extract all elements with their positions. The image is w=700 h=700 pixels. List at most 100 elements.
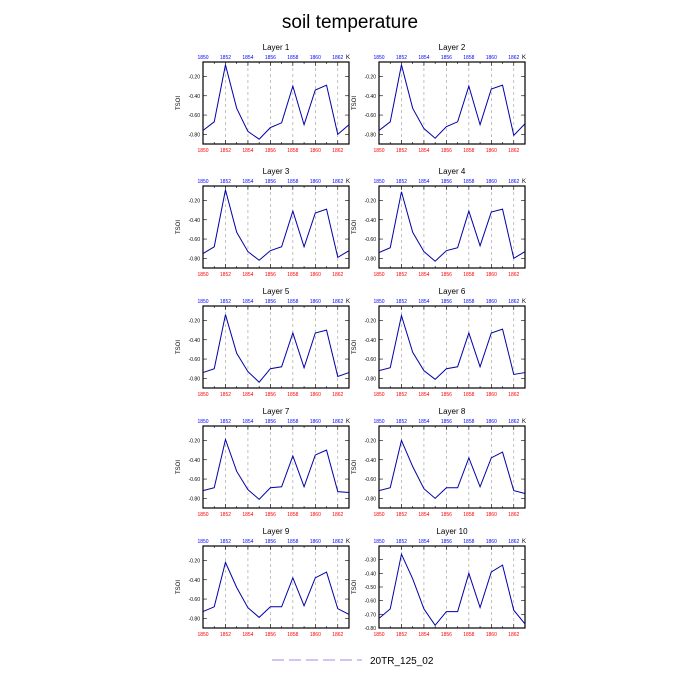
- series-line-20TR_125_02: [202, 189, 350, 261]
- panel-10: -0.30-0.40-0.50-0.60-0.70-0.801850185018…: [352, 527, 526, 638]
- y-tick-label: -0.20: [365, 198, 377, 204]
- panel-7: -0.20 -0.40 -0.60 -0.80 1850 1850 1852 1852 1854…: [176, 407, 350, 518]
- panel-title: Layer 10: [436, 527, 468, 536]
- units-label: K: [522, 539, 526, 545]
- units-label: K: [522, 179, 526, 185]
- y-tick-label: -0.20: [189, 438, 201, 444]
- x-tick-label-top: 1850: [197, 55, 208, 61]
- y-tick-label: -0.80: [189, 256, 201, 262]
- x-tick-label-top: 1852: [220, 179, 231, 185]
- x-tick-label-top: 1862: [508, 419, 519, 425]
- units-label: K: [346, 55, 350, 61]
- x-tick-label-bottom: 1856: [441, 272, 452, 278]
- y-tick-label: -0.40: [189, 458, 201, 464]
- panel-9: -0.20 -0.40 -0.60 -0.80 1850 1850 1852 1852 1854…: [176, 527, 350, 638]
- y-tick-label: -0.80: [365, 376, 377, 382]
- y-tick-label: -0.50: [365, 585, 377, 591]
- units-label: K: [346, 299, 350, 305]
- y-tick-label: -0.20: [189, 318, 201, 324]
- y-axis-label: TSOI: [352, 580, 358, 594]
- plot-frame: [378, 425, 526, 509]
- x-tick-label-bottom: 1854: [418, 512, 429, 518]
- x-tick-label-top: 1860: [486, 539, 497, 545]
- y-tick-label: -0.20: [365, 74, 377, 80]
- x-tick-label-bottom: 1860: [486, 272, 497, 278]
- units-label: K: [522, 299, 526, 305]
- x-tick-label-top: 1862: [332, 539, 343, 545]
- y-tick-label: -0.20: [189, 558, 201, 564]
- x-tick-label-top: 1854: [418, 299, 429, 305]
- x-tick-label-bottom: 1860: [486, 148, 497, 154]
- x-tick-label-top: 1850: [197, 179, 208, 185]
- x-tick-label-top: 1850: [197, 539, 208, 545]
- x-tick-label-top: 1852: [220, 419, 231, 425]
- x-tick-label-top: 1858: [287, 299, 298, 305]
- plot-frame: [202, 425, 350, 509]
- x-tick-label-top: 1852: [396, 55, 407, 61]
- series-line-20TR_125_02: [202, 314, 350, 383]
- x-tick-label-bottom: 1858: [287, 148, 298, 154]
- y-axis-label: TSOI: [176, 340, 182, 354]
- y-tick-label: -0.80: [365, 256, 377, 262]
- y-tick-label: -0.60: [189, 597, 201, 603]
- y-tick-label: -0.80: [189, 496, 201, 502]
- x-tick-label-top: 1862: [332, 55, 343, 61]
- x-tick-label-bottom: 1854: [418, 632, 429, 638]
- x-tick-label-bottom: 1850: [197, 632, 208, 638]
- plot-frame: [378, 185, 526, 269]
- figure-title: soil temperature: [282, 12, 418, 33]
- units-label: K: [346, 419, 350, 425]
- x-tick-label-top: 1856: [441, 179, 452, 185]
- x-tick-label-bottom: 1850: [197, 148, 208, 154]
- x-tick-label-top: 1856: [441, 419, 452, 425]
- x-tick-label-bottom: 1856: [265, 632, 276, 638]
- x-tick-label-top: 1850: [373, 179, 384, 185]
- x-tick-label-bottom: 1850: [197, 392, 208, 398]
- panel-6: -0.20 -0.40 -0.60 -0.80 1850 1850 1852 1852 1854…: [352, 287, 526, 398]
- y-tick-label: -0.60: [365, 237, 377, 243]
- x-tick-label-bottom: 1860: [310, 272, 321, 278]
- y-tick-label: -0.80: [365, 496, 377, 502]
- x-tick-label-bottom: 1852: [220, 392, 231, 398]
- x-tick-label-top: 1856: [265, 55, 276, 61]
- x-tick-label-top: 1852: [396, 539, 407, 545]
- panel-title: Layer 7: [263, 407, 290, 416]
- series-line-20TR_125_02: [378, 64, 526, 139]
- x-tick-label-bottom: 1854: [418, 392, 429, 398]
- y-tick-label: -0.70: [365, 612, 377, 618]
- x-tick-label-top: 1860: [486, 179, 497, 185]
- x-tick-label-bottom: 1850: [373, 272, 384, 278]
- panel-title: Layer 8: [439, 407, 466, 416]
- x-tick-label-top: 1854: [242, 539, 253, 545]
- x-tick-label-bottom: 1850: [197, 272, 208, 278]
- y-tick-label: -0.60: [365, 113, 377, 119]
- x-tick-label-top: 1854: [418, 55, 429, 61]
- x-tick-label-top: 1858: [463, 299, 474, 305]
- y-tick-label: -0.30: [365, 558, 377, 564]
- x-tick-label-bottom: 1858: [287, 512, 298, 518]
- y-tick-label: -0.40: [189, 94, 201, 100]
- x-tick-label-bottom: 1858: [463, 512, 474, 518]
- series-line-20TR_125_02: [202, 64, 350, 140]
- x-tick-label-bottom: 1854: [242, 272, 253, 278]
- x-tick-label-bottom: 1852: [396, 512, 407, 518]
- plot-frame: [378, 305, 526, 389]
- x-tick-label-bottom: 1852: [220, 512, 231, 518]
- x-tick-label-bottom: 1860: [310, 148, 321, 154]
- x-tick-label-bottom: 1850: [373, 632, 384, 638]
- y-axis-label: TSOI: [176, 580, 182, 594]
- x-tick-label-bottom: 1860: [310, 632, 321, 638]
- series-line-20TR_125_02: [202, 560, 350, 619]
- y-tick-label: -0.20: [365, 438, 377, 444]
- x-tick-label-top: 1854: [418, 539, 429, 545]
- panels: -0.20 -0.40 -0.60 -0.80 1850 1850 1852 1852 1854…: [176, 43, 526, 638]
- panel-title: Layer 1: [263, 43, 290, 52]
- panel-2: -0.20 -0.40 -0.60 -0.80 1850 1850 1852 1852 1854…: [352, 43, 526, 154]
- y-tick-label: -0.80: [189, 376, 201, 382]
- x-tick-label-bottom: 1860: [486, 632, 497, 638]
- y-axis-label: TSOI: [176, 96, 182, 110]
- x-tick-label-top: 1862: [508, 179, 519, 185]
- x-tick-label-top: 1858: [463, 179, 474, 185]
- y-axis-label: TSOI: [352, 340, 358, 354]
- x-tick-label-top: 1858: [287, 539, 298, 545]
